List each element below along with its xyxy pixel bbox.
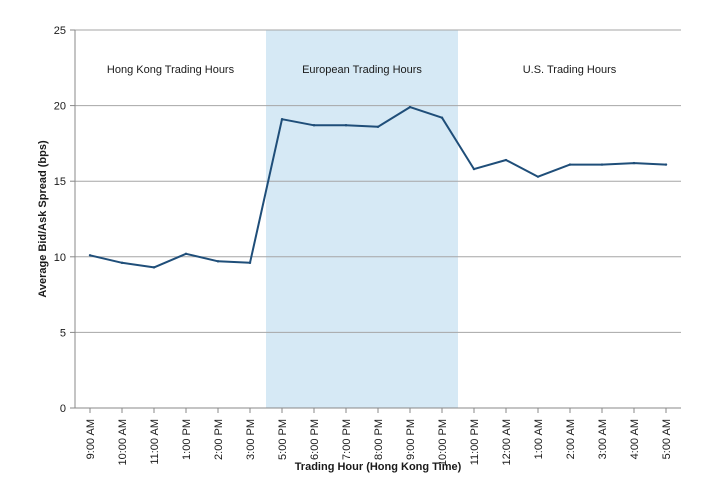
y-tick-label-0: 0 xyxy=(60,403,66,415)
y-tick-label-25: 25 xyxy=(54,25,66,37)
data-point-3-00-pm xyxy=(248,261,252,265)
data-point-1-00-pm xyxy=(184,252,188,255)
x-tick-label-11-00-pm: 11:00 PM xyxy=(469,419,481,465)
region-label-european-trading-hours: European Trading Hours xyxy=(302,64,422,76)
x-tick-label-5-00-pm: 5:00 PM xyxy=(277,419,289,460)
x-tick-label-3-00-am: 3:00 AM xyxy=(597,419,609,459)
region-shade-european-trading-hours xyxy=(266,30,458,408)
x-tick-label-2-00-am: 2:00 AM xyxy=(565,419,577,459)
y-tick-label-15: 15 xyxy=(54,176,66,188)
data-point-4-00-am xyxy=(632,161,636,165)
data-point-6-00-pm xyxy=(312,124,316,127)
x-tick-label-7-00-pm: 7:00 PM xyxy=(341,419,353,460)
data-point-2-00-pm xyxy=(216,260,220,263)
data-point-12-00-am xyxy=(504,158,508,162)
data-point-9-00-am xyxy=(88,254,92,257)
data-point-5-00-pm xyxy=(280,118,284,121)
data-point-3-00-am xyxy=(600,163,604,166)
x-tick-label-12-00-am: 12:00 AM xyxy=(501,419,513,465)
y-tick-label-10: 10 xyxy=(54,252,66,264)
data-point-1-00-am xyxy=(536,175,540,178)
x-tick-label-1-00-am: 1:00 AM xyxy=(533,419,545,459)
data-point-2-00-am xyxy=(568,163,572,166)
x-tick-label-10-00-pm: 10:00 PM xyxy=(437,419,449,466)
data-point-8-00-pm xyxy=(376,125,380,128)
x-tick-label-5-00-am: 5:00 AM xyxy=(661,419,673,459)
data-point-10-00-pm xyxy=(440,116,444,119)
x-tick-label-2-00-pm: 2:00 PM xyxy=(213,419,225,460)
y-tick-label-20: 20 xyxy=(54,101,66,113)
y-tick-label-5: 5 xyxy=(60,327,66,339)
data-point-9-00-pm xyxy=(408,105,412,109)
x-tick-label-1-00-pm: 1:00 PM xyxy=(181,419,193,460)
region-labels: Hong Kong Trading Hours European Trading … xyxy=(107,64,617,76)
y-axis-title: Average Bid/Ask Spread (bps) xyxy=(37,140,49,298)
x-tick-label-4-00-am: 4:00 AM xyxy=(629,419,641,459)
x-tick-label-8-00-pm: 8:00 PM xyxy=(373,419,385,460)
x-axis-ticks: 9:00 AM 10:00 AM 11:00 AM 1:00 PM 2:00 PM 3:0… xyxy=(85,408,673,466)
y-axis-ticks: 0 5 10 15 20 25 xyxy=(54,25,75,415)
data-point-7-00-pm xyxy=(344,124,348,127)
x-tick-label-11-00-am: 11:00 AM xyxy=(149,419,161,465)
x-tick-label-10-00-am: 10:00 AM xyxy=(117,419,129,465)
x-tick-label-9-00-pm: 9:00 PM xyxy=(405,419,417,460)
data-point-11-00-am xyxy=(152,266,156,269)
data-point-10-00-am xyxy=(120,261,124,265)
x-tick-label-9-00-am: 9:00 AM xyxy=(85,419,97,459)
shaded-regions xyxy=(266,30,458,408)
region-label-hong-kong-trading-hours: Hong Kong Trading Hours xyxy=(107,64,235,76)
data-point-11-00-pm xyxy=(472,167,476,171)
region-label-u-s-trading-hours: U.S. Trading Hours xyxy=(523,64,617,76)
data-point-5-00-am xyxy=(664,163,668,166)
x-tick-label-3-00-pm: 3:00 PM xyxy=(245,419,257,460)
gridlines xyxy=(74,29,681,409)
x-tick-label-6-00-pm: 6:00 PM xyxy=(309,419,321,460)
x-axis-title: Trading Hour (Hong Kong Time) xyxy=(295,461,462,473)
series xyxy=(88,105,668,269)
